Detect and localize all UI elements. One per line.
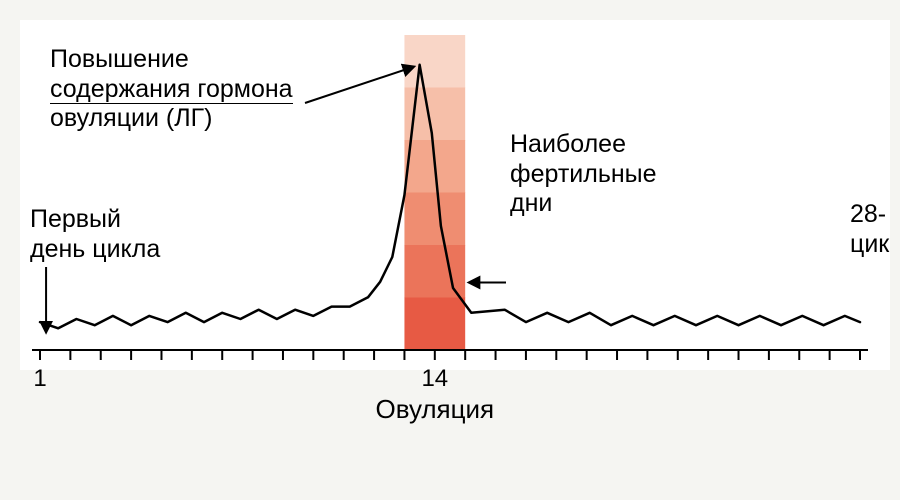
annotation-fertile-days: Наиболее фертильные дни [510,130,657,219]
annotation-day-28: 28- цик [850,200,889,259]
annotation-line: Наиболее [510,130,657,160]
fertile-band-segment [404,298,465,351]
annotation-line: Первый [30,205,160,235]
annotation-line: цик [850,230,889,260]
ovulation-chart: 1 14Овуляция Повышение содержания гормона… [0,0,900,500]
annotation-lh-surge: Повышение содержания гормона овуляции (Л… [50,45,293,134]
fertile-band-segment [404,193,465,246]
annotation-first-day: Первый день цикла [30,205,160,264]
fertile-band-segment [404,35,465,88]
annotation-line: фертильные [510,160,657,190]
annotation-line: день цикла [30,235,160,265]
annotation-line: Повышение [50,45,293,75]
annotation-line: овуляции (ЛГ) [50,104,293,134]
annotation-line: дни [510,189,657,219]
annotation-line: содержания гормона [50,75,293,105]
annotation-line: 28- [850,200,889,230]
x-tick-label: 14 [421,365,448,392]
x-axis-title: Овуляция [375,394,494,424]
x-tick-label: 1 [33,365,46,392]
